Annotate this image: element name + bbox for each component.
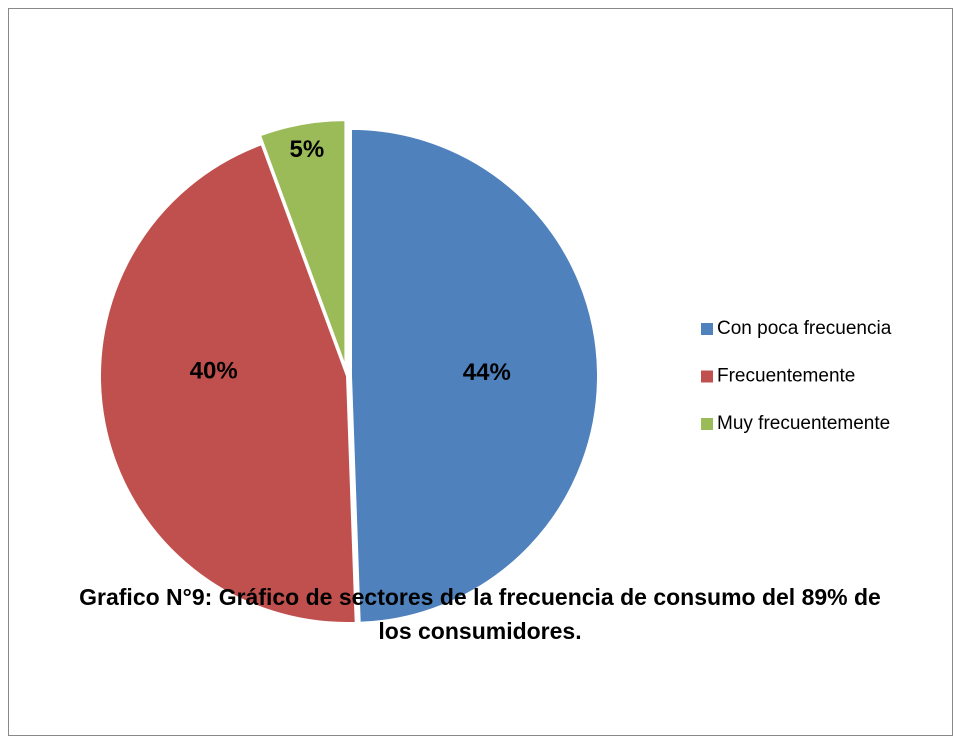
legend-label: Frecuentemente [717,366,855,387]
legend: Con poca frecuencia Frecuentemente Muy fre… [701,318,892,434]
legend-swatch [701,323,713,335]
chart-title: Grafico N°9: Gráfico de sectores de la f… [79,584,881,644]
data-label: 40% [190,358,238,385]
pie-slice [99,142,357,624]
legend-swatch [701,370,713,383]
pie: 44% 40% 5% [99,119,600,624]
data-label: 44% [463,359,511,386]
legend-label: Muy frecuentemente [717,413,890,434]
pie-slice [349,127,600,624]
legend-swatch [701,418,713,430]
legend-label: Con poca frecuencia [717,318,892,339]
data-label: 5% [289,136,324,163]
pie-slice [258,119,347,368]
